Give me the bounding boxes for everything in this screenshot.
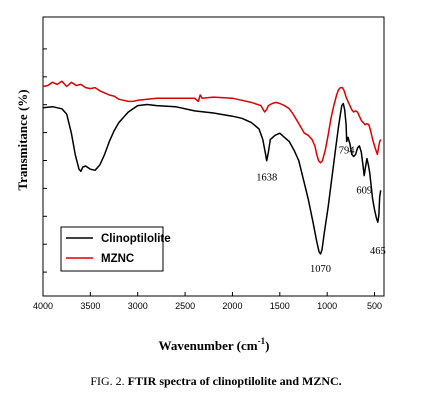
legend-box — [60, 226, 164, 272]
series-line-mznc — [42, 80, 382, 164]
x-tick-label: 3500 — [80, 301, 100, 311]
x-axis-label-main: Wavenumber (cm — [159, 338, 258, 353]
peak-label-1070: 1070 — [310, 264, 331, 275]
x-tick-label: 2500 — [175, 301, 195, 311]
x-axis-label: Wavenumber (cm-1) — [159, 336, 270, 353]
x-tick-label: 500 — [367, 301, 382, 311]
x-tick-label: 4000 — [33, 301, 53, 311]
peak-label-609: 609 — [356, 186, 372, 197]
x-axis-label-sup: -1 — [258, 336, 266, 346]
y-axis-label: Transmitance (%) — [15, 89, 30, 190]
x-tick-label: 3000 — [128, 301, 148, 311]
x-axis-ticks: 4000 3500 3000 2500 2000 1500 1000 500 — [33, 292, 382, 311]
peak-label-794: 794 — [339, 146, 356, 157]
caption-prefix: FIG. 2. — [90, 374, 128, 388]
caption-text: FTIR spectra of clinoptilolite and MZNC. — [127, 374, 342, 388]
x-tick-label: 2000 — [222, 301, 242, 311]
x-tick-label: 1500 — [270, 301, 290, 311]
x-tick-label: 1000 — [317, 301, 337, 311]
plot-frame — [42, 16, 385, 297]
annotation-layer: 1638 794 609 1070 465 — [256, 146, 385, 275]
figure-caption: FIG. 2. FTIR spectra of clinoptilolite a… — [0, 374, 432, 389]
legend-label-clinoptilolite: Clinoptilolite — [101, 233, 171, 245]
series-line-clinoptilolite — [42, 102, 382, 255]
peak-label-1638: 1638 — [256, 173, 277, 184]
y-axis-ticks — [43, 48, 47, 273]
legend-label-mznc: MZNC — [101, 253, 134, 265]
peak-label-465: 465 — [370, 246, 386, 257]
legend: Clinoptilolite MZNC — [60, 226, 171, 272]
x-axis-label-end: ) — [265, 338, 269, 353]
series-layer — [42, 80, 382, 255]
